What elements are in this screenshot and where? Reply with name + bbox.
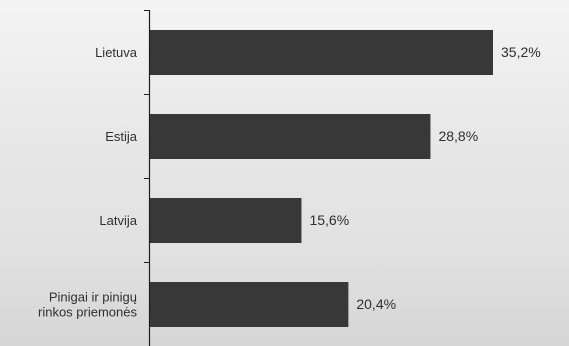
bar-1	[149, 114, 431, 159]
value-label-0: 35,2%	[501, 44, 541, 60]
category-label-2: Latvija	[99, 213, 137, 228]
category-label-3: Pinigai ir pinigų rinkos priemonės	[38, 290, 137, 320]
category-label-line: Lietuva	[95, 45, 138, 60]
value-label-3: 20,4%	[356, 296, 396, 312]
category-label-line: rinkos priemonės	[38, 305, 137, 320]
category-label-1: Estija	[105, 129, 138, 144]
bar-2	[149, 198, 302, 243]
value-label-2: 15,6%	[309, 212, 349, 228]
value-label-1: 28,8%	[438, 128, 478, 144]
category-label-line: Pinigai ir pinigų	[49, 290, 137, 305]
category-label-line: Latvija	[99, 213, 137, 228]
category-label-line: Estija	[105, 129, 138, 144]
bar-0	[149, 30, 493, 75]
category-label-0: Lietuva	[95, 45, 138, 60]
bar-3	[149, 282, 349, 327]
